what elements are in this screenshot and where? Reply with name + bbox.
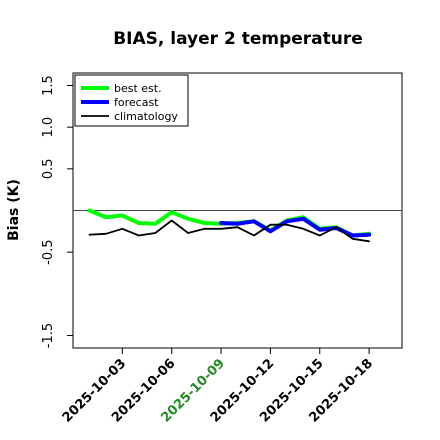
legend-label-forecast: forecast [114,96,159,109]
y-axis-label: Bias (K) [6,179,22,241]
y-tick-label: 1.0 [41,117,56,138]
y-tick-label: 0.5 [41,158,56,179]
y-axis: -1.5 -0.5 0.5 1.0 1.5 [41,75,73,348]
series-line-climatology [88,219,370,243]
y-tick-label: -1.5 [41,323,56,348]
legend-label-climatology: climatology [114,110,178,123]
series-layer [87,208,372,243]
chart-title: BIAS, layer 2 temperature [113,29,363,49]
y-tick-label: 1.5 [41,75,56,96]
legend: best est. forecast climatology [74,74,189,127]
series-line-forecast [219,216,372,238]
legend-label-best-est: best est. [114,82,162,95]
x-axis: 2025-10-032025-10-062025-10-092025-10-12… [60,348,376,426]
y-tick-label: -0.5 [41,239,56,264]
